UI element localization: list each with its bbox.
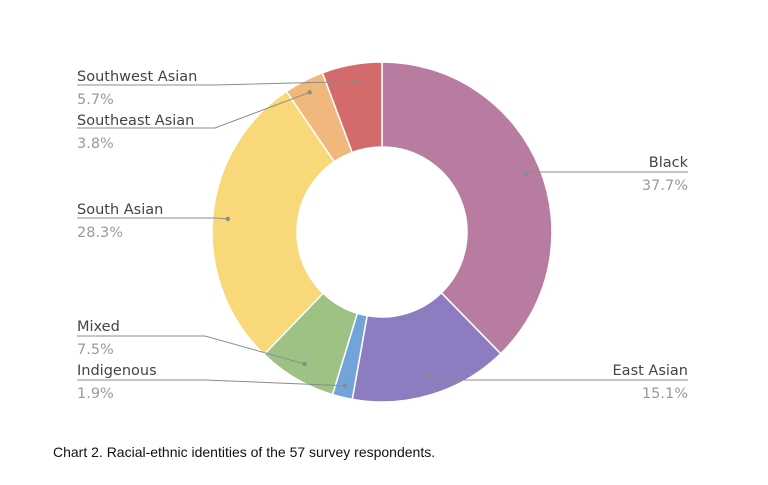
slice-south-asian <box>211 90 336 356</box>
leader-dot-east-asian <box>423 371 428 377</box>
leader-line-east-asian <box>425 373 688 381</box>
label-value-southeast-asian: 3.8% <box>77 136 114 152</box>
slice-labels: Black 37.7% East Asian 15.1% Indigenous 1.9% M… <box>77 69 689 402</box>
leader-line-mixed <box>77 335 305 365</box>
label-value-mixed: 7.5% <box>77 342 114 358</box>
donut-slices <box>211 61 553 403</box>
label-name-black: Black <box>649 155 689 171</box>
label-name-south-asian: South Asian <box>77 202 163 218</box>
leader-line-indigenous <box>77 379 346 387</box>
chart-caption: Chart 2. Racial-ethnic identities of the… <box>53 444 436 460</box>
leader-line-southeast-asian <box>77 91 310 129</box>
label-value-southwest-asian: 5.7% <box>77 92 114 108</box>
label-name-southwest-asian: Southwest Asian <box>77 69 197 85</box>
label-value-indigenous: 1.9% <box>77 386 114 402</box>
leader-line-black <box>525 171 688 175</box>
leader-dot-indigenous <box>342 383 348 388</box>
label-value-south-asian: 28.3% <box>77 225 123 241</box>
label-name-indigenous: Indigenous <box>77 363 157 379</box>
label-value-black: 37.7% <box>642 178 688 194</box>
slice-southwest-asian <box>321 61 383 154</box>
label-name-southeast-asian: Southeast Asian <box>77 113 194 129</box>
label-value-east-asian: 15.1% <box>642 386 688 402</box>
label-name-east-asian: East Asian <box>613 363 688 379</box>
leader-lines <box>77 79 688 388</box>
leader-line-south-asian <box>77 217 228 220</box>
leader-dot-mixed <box>302 361 307 367</box>
slice-black <box>381 61 553 355</box>
leader-dot-black <box>523 171 528 176</box>
leader-dot-southeast-asian <box>307 90 312 95</box>
leader-dot-southwest-asian <box>352 79 357 84</box>
leader-line-southwest-asian <box>77 80 355 86</box>
label-name-mixed: Mixed <box>77 319 120 335</box>
leader-dot-south-asian <box>225 216 231 222</box>
